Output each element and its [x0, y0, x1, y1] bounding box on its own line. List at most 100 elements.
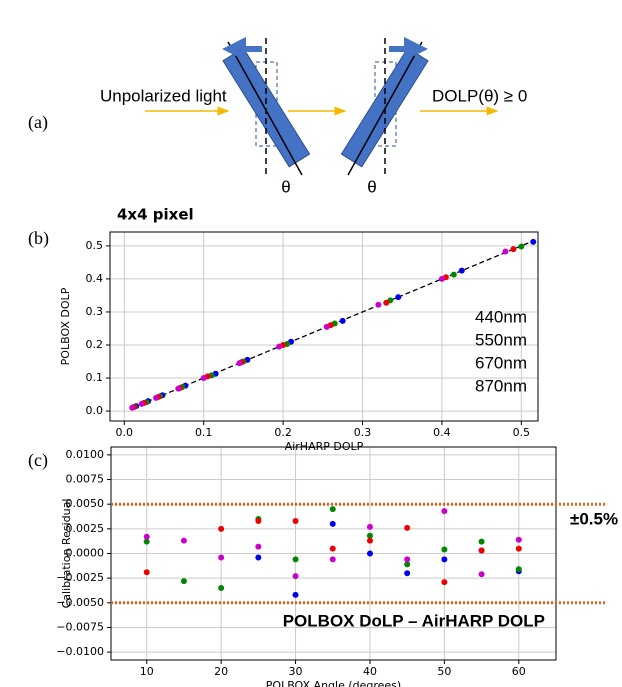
x-tick-label: 60 — [512, 665, 526, 678]
y-tick-label: −0.0075 — [56, 620, 104, 633]
y-tick-label: 0.0050 — [66, 497, 105, 510]
point — [450, 271, 457, 278]
point — [329, 506, 336, 513]
point — [200, 375, 207, 382]
point — [143, 533, 150, 540]
x-tick-label: 20 — [214, 665, 228, 678]
point — [404, 561, 411, 568]
point — [138, 400, 145, 407]
point — [143, 538, 150, 545]
point — [441, 556, 448, 563]
point — [276, 343, 283, 350]
y-axis-label: Calibration Residual — [60, 499, 73, 609]
y-tick-label: 0.2 — [86, 338, 104, 351]
y-tick-label: −0.0025 — [56, 571, 104, 584]
point — [441, 508, 448, 515]
legend-entry: 670nm — [475, 353, 527, 372]
angle: θ — [281, 177, 290, 196]
point — [329, 556, 336, 563]
y-tick-label: 0.3 — [86, 305, 104, 318]
point — [510, 246, 517, 253]
point — [441, 546, 448, 553]
point — [255, 543, 262, 550]
point — [515, 536, 522, 543]
angle: θ — [367, 177, 376, 196]
point — [404, 524, 411, 531]
point — [218, 585, 225, 592]
x-axis-label: POLBOX Angle (degrees) — [266, 679, 401, 687]
point — [383, 299, 390, 306]
y-tick-label: 0.0 — [86, 404, 104, 417]
x-tick-label: 0.0 — [116, 426, 134, 439]
y-tick-label: 0.0025 — [66, 522, 105, 535]
point — [292, 573, 299, 580]
point — [292, 591, 299, 598]
x-tick-label: 40 — [363, 665, 377, 678]
legend-entry: 550nm — [475, 330, 527, 349]
right-text: DOLP(θ) ≥ 0 — [432, 86, 527, 105]
x-tick-label: 50 — [437, 665, 451, 678]
point — [366, 523, 373, 530]
point — [255, 517, 262, 524]
point — [366, 532, 373, 539]
point — [438, 275, 445, 282]
panel-label: (a) — [28, 112, 48, 133]
point — [218, 525, 225, 532]
point — [366, 550, 373, 557]
plot-frame — [109, 231, 539, 422]
y-tick-label: 0.0000 — [66, 547, 105, 560]
point — [218, 554, 225, 561]
y-tick-label: 0.0100 — [66, 448, 105, 461]
x-tick-label: 0.5 — [513, 426, 531, 439]
legend-entry: 440nm — [475, 307, 527, 326]
point — [404, 556, 411, 563]
axis-line — [227, 41, 303, 176]
y-axis-label: POLBOX DOLP — [59, 287, 72, 365]
legend-entry: 870nm — [475, 376, 527, 395]
point — [458, 267, 465, 274]
x-tick-label: 10 — [140, 665, 154, 678]
panel-label: (c) — [28, 450, 48, 471]
point — [478, 571, 485, 578]
chart-title: 4x4 pixel — [117, 206, 194, 224]
panel-a: (a) Unpolarized light DOLP(θ) ≥ 0 θ θ — [28, 37, 527, 196]
annotation: ±0.5% — [570, 509, 618, 528]
x-tick-label: 0.2 — [274, 426, 292, 439]
plot-frame — [110, 446, 557, 661]
point — [292, 556, 299, 563]
point — [329, 520, 336, 527]
panel-label: (b) — [28, 228, 49, 249]
point — [530, 238, 537, 245]
point — [180, 537, 187, 544]
x-tick-label: 0.4 — [433, 426, 451, 439]
point — [375, 301, 382, 308]
point — [323, 323, 330, 330]
point — [518, 243, 525, 250]
point — [515, 566, 522, 573]
x-tick-label: 0.1 — [195, 426, 213, 439]
point — [478, 538, 485, 545]
point — [339, 317, 346, 324]
point — [478, 547, 485, 554]
point — [153, 394, 160, 401]
point — [404, 570, 411, 577]
point — [366, 537, 373, 544]
point — [143, 569, 150, 576]
point — [441, 579, 448, 586]
point — [395, 294, 402, 301]
x-tick-label: 30 — [289, 665, 303, 678]
y-tick-label: −0.0050 — [56, 596, 104, 609]
left-text: Unpolarized light — [100, 86, 227, 105]
point — [515, 545, 522, 552]
y-tick-label: 0.4 — [86, 272, 104, 285]
y-tick-label: 0.0075 — [66, 473, 105, 486]
y-tick-label: 0.5 — [86, 239, 104, 252]
y-tick-label: −0.0100 — [56, 645, 104, 658]
annotation: POLBOX DoLP – AirHARP DOLP — [283, 611, 545, 630]
point — [292, 517, 299, 524]
point — [175, 385, 182, 392]
point — [329, 545, 336, 552]
x-tick-label: 0.3 — [354, 426, 372, 439]
point — [129, 404, 136, 411]
